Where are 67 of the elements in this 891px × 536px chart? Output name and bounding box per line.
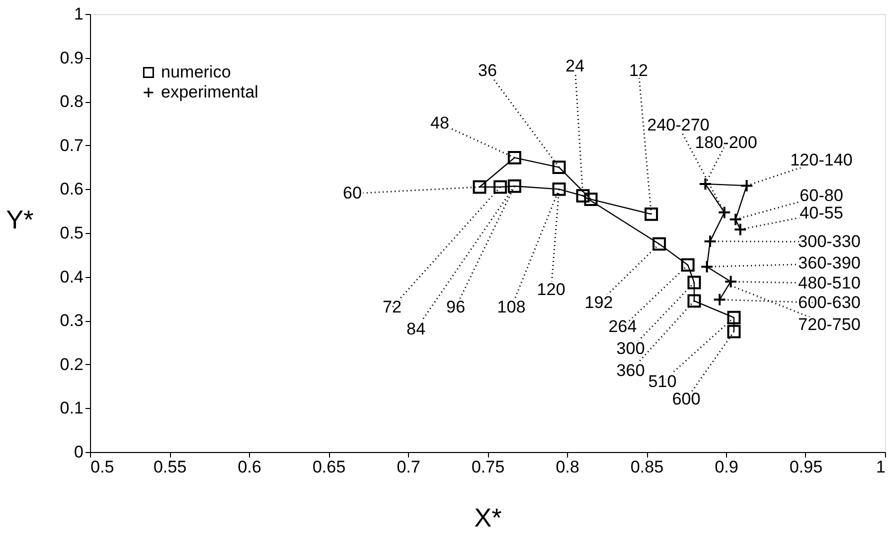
point bbox=[552, 160, 566, 174]
point bbox=[644, 207, 658, 221]
legend-label: experimental bbox=[161, 82, 258, 102]
annotation: 240-270 bbox=[647, 116, 710, 135]
x-tick-label: 0.5 bbox=[90, 458, 114, 476]
point bbox=[508, 150, 522, 164]
annotation: 720-750 bbox=[798, 314, 861, 334]
annotation: 480-510 bbox=[798, 273, 861, 292]
annotation: 264 bbox=[608, 317, 637, 336]
y-tick-label: 0.8 bbox=[60, 92, 84, 112]
annotation: 72 bbox=[382, 297, 402, 316]
annotation: 600 bbox=[672, 389, 700, 408]
x-tick-label: 0.6 bbox=[238, 458, 262, 476]
y-tick-label: 0.6 bbox=[60, 180, 84, 199]
annotation: 40-55 bbox=[800, 203, 844, 222]
annotation: 60 bbox=[342, 184, 362, 203]
annotation: 510 bbox=[648, 372, 677, 391]
point bbox=[472, 180, 486, 194]
annotation: 300-330 bbox=[798, 232, 861, 251]
annotation: 120 bbox=[536, 280, 566, 299]
point bbox=[584, 192, 598, 206]
x-tick-label: 1 bbox=[876, 458, 886, 476]
y-tick-label: 0.3 bbox=[60, 311, 84, 330]
annotation: 108 bbox=[497, 297, 526, 316]
y-axis-title: Y* bbox=[6, 204, 34, 234]
y-tick-label: 0.1 bbox=[60, 398, 84, 418]
point bbox=[552, 182, 566, 196]
point bbox=[688, 276, 701, 290]
annotation: 120-140 bbox=[790, 150, 853, 170]
annotation: 48 bbox=[430, 114, 450, 132]
legend-label: numerico bbox=[161, 62, 231, 82]
x-tick-label: 0.65 bbox=[312, 458, 346, 476]
x-axis-title: X* bbox=[474, 502, 502, 532]
annotation: 12 bbox=[629, 60, 648, 80]
x-tick-label: 0.55 bbox=[153, 458, 187, 476]
point bbox=[494, 180, 507, 194]
point bbox=[727, 324, 741, 338]
x-tick-label: 0.9 bbox=[714, 458, 738, 476]
y-tick-label: 0.2 bbox=[60, 354, 84, 374]
x-tick-label: 0.7 bbox=[396, 458, 420, 476]
annotation: 84 bbox=[406, 319, 426, 338]
y-tick-label: 0.5 bbox=[60, 224, 84, 242]
y-tick-label: 0.9 bbox=[60, 48, 84, 68]
annotation: 36 bbox=[478, 60, 497, 80]
point bbox=[727, 310, 741, 324]
point bbox=[576, 189, 590, 202]
annotation: 360-390 bbox=[798, 254, 861, 273]
annotation: 96 bbox=[446, 297, 466, 316]
point bbox=[681, 258, 695, 272]
annotation: 192 bbox=[584, 293, 613, 312]
point bbox=[652, 237, 666, 251]
annotation: 180-200 bbox=[694, 133, 758, 152]
annotation: 24 bbox=[565, 56, 584, 76]
annotation: 360 bbox=[616, 360, 645, 380]
point bbox=[508, 179, 522, 193]
x-tick-label: 0.85 bbox=[630, 458, 664, 476]
y-tick-label: 1 bbox=[74, 4, 84, 24]
x-tick-label: 0.75 bbox=[471, 458, 505, 476]
y-tick-label: 0.4 bbox=[60, 267, 84, 286]
annotation: 60-80 bbox=[800, 186, 844, 205]
y-tick-label: 0 bbox=[74, 442, 84, 462]
annotation: 600-630 bbox=[798, 293, 861, 312]
y-tick-label: 0.7 bbox=[60, 136, 84, 155]
annotation: 300 bbox=[616, 339, 645, 358]
x-tick-label: 0.95 bbox=[789, 458, 823, 476]
x-tick-label: 0.8 bbox=[556, 458, 580, 476]
point bbox=[688, 294, 701, 308]
